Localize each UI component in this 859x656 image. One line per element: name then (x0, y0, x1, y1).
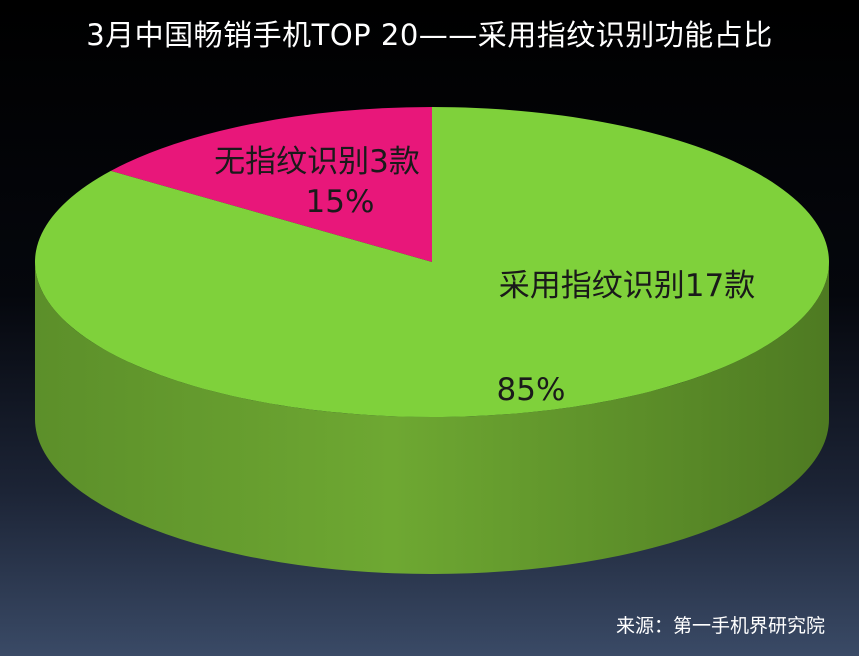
source-note: 来源：第一手机界研究院 (615, 615, 825, 637)
chart-title: 3月中国畅销手机TOP 20——采用指纹识别功能占比 (86, 18, 773, 52)
slice-value-label-0: 15% (306, 184, 375, 220)
slice-category-label-1: 采用指纹识别17款 (499, 268, 755, 304)
pie-side-wall-green (35, 262, 829, 574)
pie-slice-fingerprint (34, 107, 830, 417)
slice-value-label-1: 85% (497, 372, 566, 408)
pie-slice-no-fingerprint (110, 107, 432, 262)
pie-top-face (34, 107, 830, 417)
slice-category-label-0: 无指纹识别3款 (214, 144, 420, 180)
pie-side-wall (35, 262, 829, 574)
pie-labels: 无指纹识别3款 15% 采用指纹识别17款 85% (214, 144, 755, 408)
